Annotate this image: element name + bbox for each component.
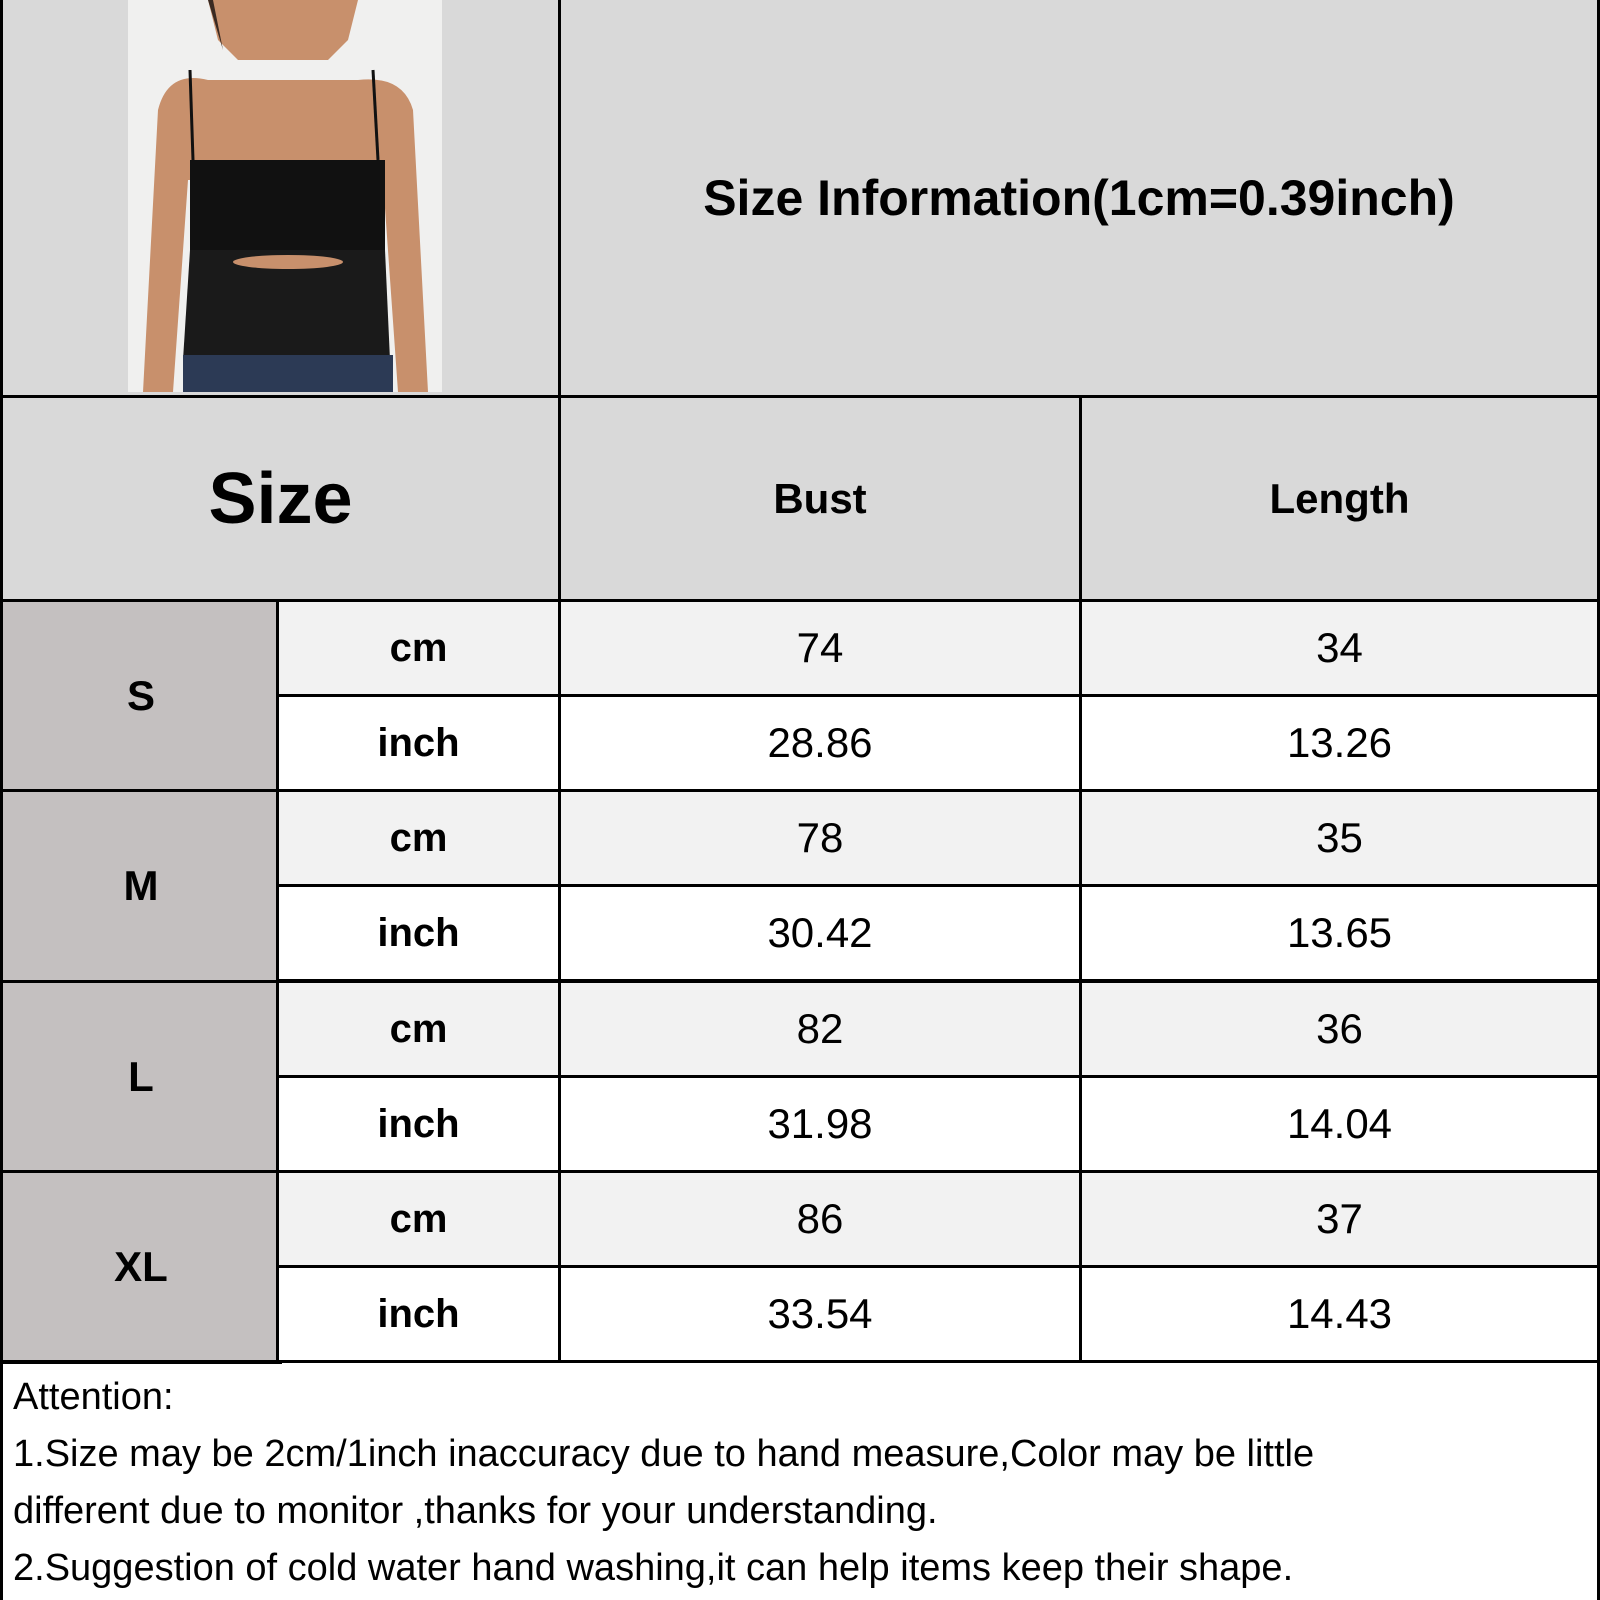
size-label: S xyxy=(126,672,155,719)
product-photo-cell xyxy=(0,0,561,398)
unit-label-cell: inch xyxy=(276,1265,561,1363)
length-value-cell: 13.26 xyxy=(1079,694,1600,792)
size-label: M xyxy=(123,862,159,909)
size-label: XL xyxy=(114,1243,168,1290)
notes-line: 1.Size may be 2cm/1inch inaccuracy due t… xyxy=(13,1433,1315,1475)
unit-label: inch xyxy=(377,910,460,955)
bust-value-cell: 74 xyxy=(558,599,1082,697)
bust-value-cell: 33.54 xyxy=(558,1265,1082,1363)
product-photo xyxy=(128,0,442,392)
bust-value-cell: 86 xyxy=(558,1170,1082,1268)
unit-label: inch xyxy=(377,1101,460,1146)
unit-label-cell: inch xyxy=(276,884,561,982)
size-label: L xyxy=(128,1053,154,1100)
length-value-cell: 34 xyxy=(1079,599,1600,697)
length-value-cell: 14.43 xyxy=(1079,1265,1600,1363)
length-value-cell: 14.04 xyxy=(1079,1075,1600,1173)
bust-value: 74 xyxy=(796,624,844,671)
length-value: 13.26 xyxy=(1286,719,1393,766)
size-label-cell: XL xyxy=(0,1170,282,1364)
length-value: 34 xyxy=(1316,624,1363,671)
size-info-title-cell: Size Information(1cm=0.39inch) xyxy=(558,0,1600,398)
length-value-cell: 37 xyxy=(1079,1170,1600,1268)
size-header-cell: Size xyxy=(0,395,561,602)
unit-label-cell: cm xyxy=(276,599,561,697)
unit-label: cm xyxy=(389,625,448,670)
length-header: Length xyxy=(1269,474,1410,522)
size-label-cell: M xyxy=(0,789,282,983)
bust-value-cell: 82 xyxy=(558,980,1082,1078)
notes-heading: Attention: xyxy=(13,1376,174,1418)
bust-value: 33.54 xyxy=(767,1290,873,1337)
bust-value: 86 xyxy=(796,1195,844,1242)
bust-header-cell: Bust xyxy=(558,395,1082,602)
size-label-cell: S xyxy=(0,599,282,793)
length-value: 37 xyxy=(1316,1195,1363,1242)
bust-value: 78 xyxy=(796,814,844,861)
bust-value: 28.86 xyxy=(767,719,873,766)
length-value-cell: 13.65 xyxy=(1079,884,1600,982)
size-info-title: Size Information(1cm=0.39inch) xyxy=(703,169,1455,226)
unit-label: cm xyxy=(389,1006,448,1051)
bust-value-cell: 31.98 xyxy=(558,1075,1082,1173)
length-value: 35 xyxy=(1316,814,1363,861)
unit-label-cell: inch xyxy=(276,694,561,792)
length-header-cell: Length xyxy=(1079,395,1600,602)
bust-value: 82 xyxy=(796,1005,844,1052)
bust-value: 30.42 xyxy=(767,909,873,956)
unit-label-cell: cm xyxy=(276,980,561,1078)
attention-notes: Attention: 1.Size may be 2cm/1inch inacc… xyxy=(0,1360,1600,1600)
notes-line: 2.Suggestion of cold water hand washing,… xyxy=(13,1547,1294,1589)
bust-value: 31.98 xyxy=(767,1100,873,1147)
size-label-cell: L xyxy=(0,980,282,1174)
unit-label-cell: inch xyxy=(276,1075,561,1173)
model-wearing-black-cami-image xyxy=(128,0,442,392)
length-value-cell: 36 xyxy=(1079,980,1600,1078)
unit-label: inch xyxy=(377,720,460,765)
unit-label: inch xyxy=(377,1291,460,1336)
length-value: 14.04 xyxy=(1286,1100,1393,1147)
length-value: 36 xyxy=(1316,1005,1363,1052)
bust-header: Bust xyxy=(773,474,867,522)
unit-label-cell: cm xyxy=(276,789,561,887)
length-value: 14.43 xyxy=(1286,1290,1393,1337)
notes-line: different due to monitor ,thanks for you… xyxy=(13,1490,938,1532)
length-value: 13.65 xyxy=(1286,909,1393,956)
length-value-cell: 35 xyxy=(1079,789,1600,887)
unit-label-cell: cm xyxy=(276,1170,561,1268)
bust-value-cell: 78 xyxy=(558,789,1082,887)
bust-value-cell: 30.42 xyxy=(558,884,1082,982)
bust-value-cell: 28.86 xyxy=(558,694,1082,792)
unit-label: cm xyxy=(389,815,448,860)
unit-label: cm xyxy=(389,1196,448,1241)
size-header: Size xyxy=(208,458,353,539)
